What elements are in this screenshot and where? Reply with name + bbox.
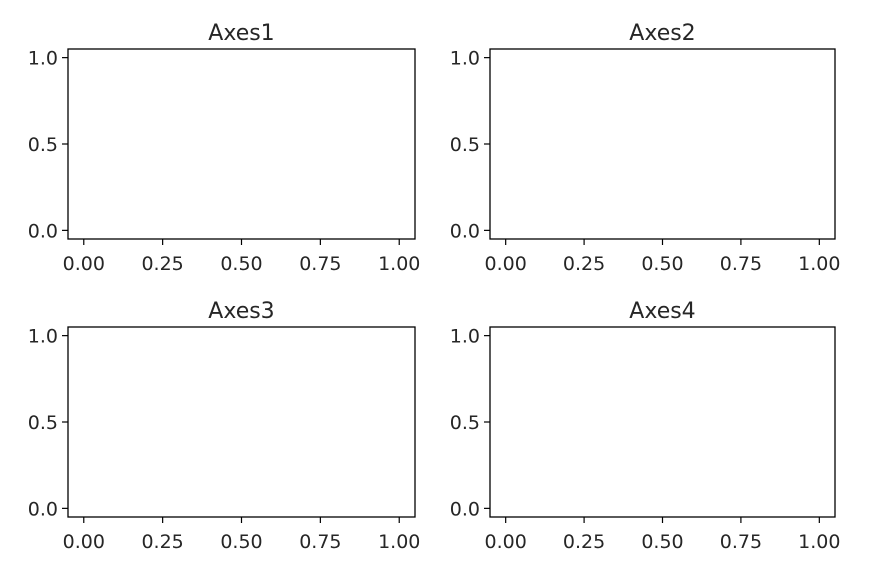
y-tick-label: 0.5 [450,134,480,156]
x-tick-label: 0.75 [720,531,762,553]
x-tick-label: 0.75 [720,253,762,275]
y-tick-label: 0.0 [28,220,58,242]
subplot-4: 0.00 0.25 0.50 0.75 1.00 0.0 0.5 1.0 Axes4 [450,299,841,553]
subplot-title: Axes2 [629,21,695,46]
subplot-1: 0.00 0.25 0.50 0.75 1.00 0.0 0.5 1.0 Axes1 [28,21,421,275]
plot-area [68,49,415,239]
subplot-title: Axes1 [208,21,274,46]
x-tick-label: 0.25 [563,253,605,275]
plot-area [490,49,835,239]
y-tick-label: 0.5 [450,412,480,434]
x-tick-label: 1.00 [378,253,420,275]
x-tick-label: 0.25 [141,531,183,553]
y-tick-label: 1.0 [450,48,480,70]
x-tick-label: 0.50 [641,531,683,553]
subplot-title: Axes3 [208,299,274,324]
axes-frame [489,48,836,240]
x-tick-label: 0.50 [220,253,262,275]
y-tick-label: 0.5 [28,412,58,434]
y-tick-label: 0.0 [28,498,58,520]
axes-frame [489,326,836,518]
y-tick-label: 1.0 [28,48,58,70]
x-tick-label: 0.75 [299,253,341,275]
x-tick-label: 0.00 [485,253,527,275]
x-tick-label: 1.00 [798,253,840,275]
plot-area [490,327,835,517]
x-tick-label: 0.00 [63,253,105,275]
axes-frame [67,326,416,518]
subplot-3: 0.00 0.25 0.50 0.75 1.00 0.0 0.5 1.0 Axes3 [28,299,421,553]
y-tick-label: 1.0 [450,326,480,348]
subplot-title: Axes4 [629,299,695,324]
x-tick-label: 0.50 [220,531,262,553]
x-tick-label: 1.00 [378,531,420,553]
x-tick-label: 0.00 [485,531,527,553]
plot-area [68,327,415,517]
x-tick-label: 1.00 [798,531,840,553]
x-tick-label: 0.50 [641,253,683,275]
x-tick-label: 0.00 [63,531,105,553]
y-tick-label: 0.0 [450,220,480,242]
x-tick-label: 0.25 [563,531,605,553]
y-tick-label: 0.0 [450,498,480,520]
y-tick-label: 0.5 [28,134,58,156]
subplot-2: 0.00 0.25 0.50 0.75 1.00 0.0 0.5 1.0 Axes2 [450,21,841,275]
x-tick-label: 0.75 [299,531,341,553]
x-tick-label: 0.25 [141,253,183,275]
axes-frame [67,48,416,240]
y-tick-label: 1.0 [28,326,58,348]
